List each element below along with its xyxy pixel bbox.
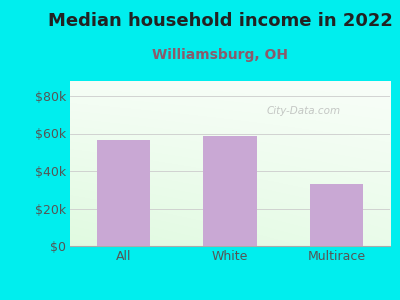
Text: City-Data.com: City-Data.com bbox=[266, 106, 341, 116]
Bar bbox=[310, 184, 363, 246]
Bar bbox=[203, 136, 257, 246]
Bar bbox=[97, 140, 150, 246]
Text: Median household income in 2022: Median household income in 2022 bbox=[48, 12, 392, 30]
Text: Williamsburg, OH: Williamsburg, OH bbox=[152, 48, 288, 62]
